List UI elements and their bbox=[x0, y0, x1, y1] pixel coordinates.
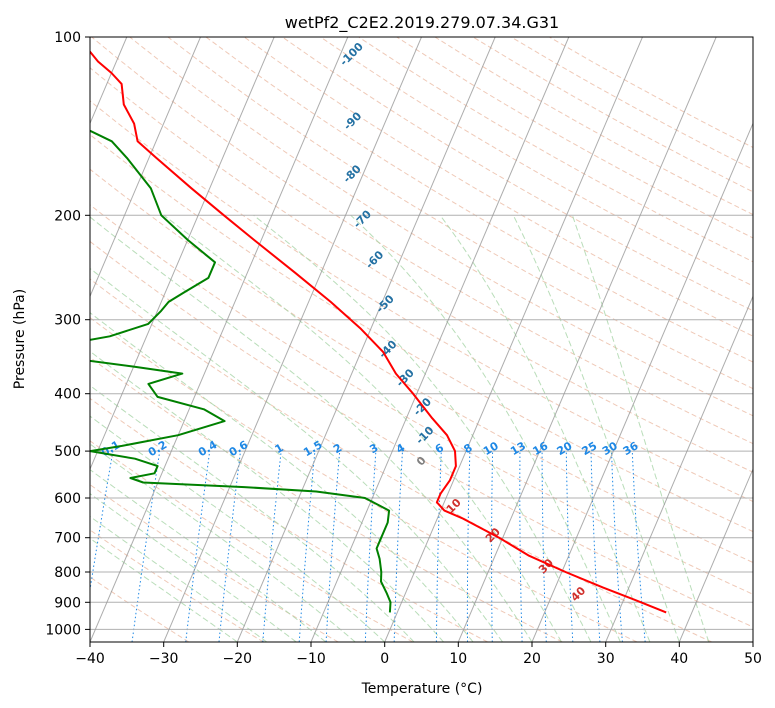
isotherm bbox=[90, 37, 201, 298]
x-tick-label: 10 bbox=[449, 651, 467, 667]
moist-adiabat bbox=[253, 214, 592, 642]
mixing-ratio-line bbox=[185, 451, 211, 642]
moist-adiabat bbox=[90, 267, 503, 642]
x-tick-label: 50 bbox=[744, 651, 762, 667]
isotherm bbox=[457, 37, 717, 642]
x-tick-label: 20 bbox=[523, 651, 541, 667]
y-tick-label: 100 bbox=[54, 30, 81, 46]
moist-adiabat bbox=[90, 515, 268, 642]
dry-adiabat bbox=[205, 37, 753, 363]
moist-adiabat bbox=[90, 493, 297, 642]
isotherm bbox=[90, 37, 349, 642]
isotherm bbox=[605, 295, 753, 642]
x-tick-label: 0 bbox=[380, 651, 389, 667]
mixing-ratio-line bbox=[631, 451, 646, 642]
dry-adiabat bbox=[90, 67, 753, 473]
moist-adiabat bbox=[90, 312, 474, 642]
y-tick-label: 1000 bbox=[45, 622, 81, 638]
x-axis-label: Temperature (°C) bbox=[361, 681, 483, 697]
isotherms bbox=[90, 37, 753, 642]
isotherm bbox=[236, 37, 496, 642]
dry-adiabat bbox=[167, 37, 753, 390]
dry-adiabat bbox=[90, 484, 339, 642]
dry-adiabat bbox=[90, 529, 264, 642]
dry-adiabat bbox=[90, 204, 753, 595]
dry-adiabat bbox=[90, 397, 488, 642]
moist-adiabat bbox=[163, 214, 562, 642]
moist-adiabat bbox=[90, 537, 238, 642]
temperature-trace bbox=[90, 50, 667, 614]
x-tick-label: −30 bbox=[149, 651, 179, 667]
mixing-ratio-line bbox=[218, 451, 241, 642]
moist-adiabat bbox=[90, 443, 356, 642]
y-tick-label: 200 bbox=[54, 208, 81, 224]
dry-adiabat bbox=[90, 356, 563, 642]
moist-adiabat bbox=[90, 350, 444, 642]
sounding-traces bbox=[90, 50, 667, 614]
chart-title: wetPf2_C2E2.2019.279.07.34.G31 bbox=[285, 13, 559, 33]
plot-frame bbox=[89, 36, 754, 643]
isotherm bbox=[384, 37, 643, 642]
x-tick-label: −10 bbox=[296, 651, 326, 667]
moist-adiabat bbox=[90, 415, 386, 642]
moist-adiabat bbox=[439, 215, 651, 642]
y-tick-label: 900 bbox=[54, 595, 81, 611]
y-axis-ticks: 100 200 300 400 500 600 700 800 900 1000 bbox=[45, 30, 90, 638]
dry-adiabat bbox=[90, 240, 753, 628]
x-tick-label: 40 bbox=[670, 651, 688, 667]
mixing-ratio-line bbox=[90, 451, 114, 593]
dry-adiabat bbox=[243, 37, 753, 337]
y-tick-label: 700 bbox=[54, 531, 81, 547]
dry-adiabat bbox=[90, 100, 753, 503]
moist-adiabat bbox=[90, 216, 533, 642]
moist-adiabat bbox=[512, 215, 680, 642]
x-tick-label: 30 bbox=[597, 651, 615, 667]
y-tick-label: 500 bbox=[54, 444, 81, 460]
dry-adiabat bbox=[90, 278, 712, 642]
dewpoint-trace bbox=[90, 129, 392, 613]
mixing-ratio-line bbox=[298, 451, 316, 642]
moist-adiabat bbox=[571, 215, 710, 642]
isotherm bbox=[531, 122, 753, 642]
y-tick-label: 300 bbox=[54, 313, 81, 329]
isotherm bbox=[678, 467, 753, 642]
y-tick-label: 800 bbox=[54, 565, 81, 581]
x-tick-label: −20 bbox=[223, 651, 253, 667]
moist-adiabat bbox=[90, 469, 327, 642]
y-axis-label: Pressure (hPa) bbox=[12, 289, 28, 389]
mixing-ratio-line bbox=[262, 451, 282, 642]
y-tick-label: 600 bbox=[54, 491, 81, 507]
x-axis-ticks: −40 −30 −20 −10 0 10 20 30 40 50 bbox=[75, 642, 762, 667]
y-tick-label: 400 bbox=[54, 387, 81, 403]
moist-adiabats bbox=[90, 214, 710, 642]
isotherm bbox=[310, 37, 570, 642]
dry-adiabat bbox=[90, 133, 753, 533]
isotherm bbox=[90, 37, 275, 471]
isotherm bbox=[163, 37, 422, 642]
moist-adiabat bbox=[350, 214, 621, 642]
dry-adiabat bbox=[90, 317, 638, 642]
dry-adiabat bbox=[282, 37, 753, 312]
x-tick-label: −40 bbox=[75, 651, 105, 667]
